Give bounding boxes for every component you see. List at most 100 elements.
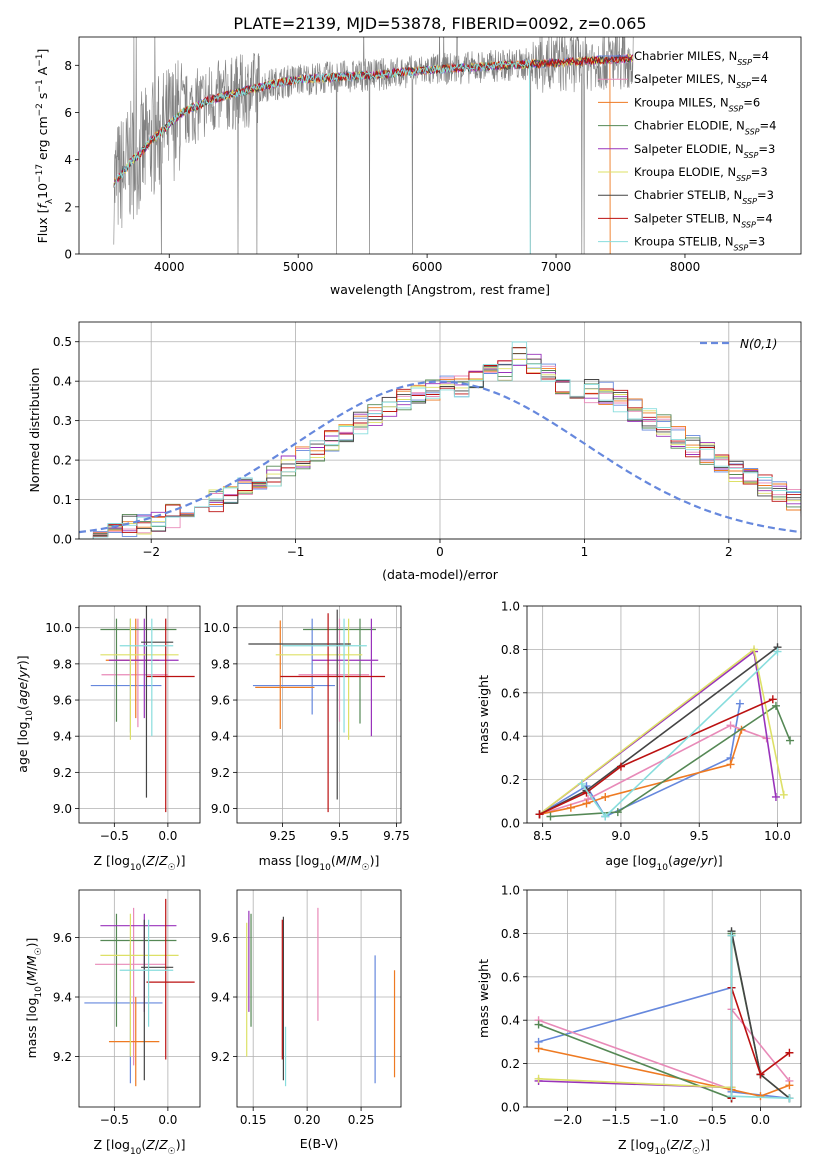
axes-frame (78, 36, 802, 255)
mass-weight-marker (785, 1094, 794, 1103)
spectrum-legend: Chabrier MILES, NSSP=4 Salpeter MILES, NS… (598, 49, 776, 252)
y-axis-label: Normed distribution (27, 368, 42, 493)
x-tick-label: 6000 (412, 260, 443, 274)
model-spectrum-line (113, 54, 633, 188)
x-axis-label: mass [log10(M/M☉)] (259, 853, 380, 873)
mass-weight-marker (756, 1092, 765, 1101)
y-tick-label: 0.4 (53, 375, 72, 389)
y-axis-label: mass [log10(M/M☉)] (24, 938, 44, 1059)
legend-label: N(0,1) (740, 337, 777, 351)
plot-area-z-vs-weight (534, 927, 794, 1103)
y-tick-label: 9.0 (211, 802, 230, 816)
mass-weight-marker (785, 1048, 794, 1057)
y-tick-label: 10.0 (45, 621, 72, 635)
mass-weight-marker (534, 1044, 543, 1053)
y-axis-label: age [log10(age/yr)] (15, 655, 35, 772)
axes-spectrum: 4000 5000 6000 7000 8000 0 2 4 6 8 Chabrier MILES,… (35, 36, 802, 297)
mass-weight-marker (768, 695, 777, 704)
y-tick-label: 0.6 (501, 970, 520, 984)
y-tick-label: 9.6 (53, 694, 72, 708)
mass-weight-line (539, 724, 767, 816)
x-tick-label: 0.25 (348, 1113, 375, 1127)
x-tick-label: 9.0 (611, 829, 630, 843)
x-tick-label: −0.5 (698, 1113, 727, 1127)
observed-spectrum-line (113, 37, 634, 254)
legend-label: Salpeter ELODIE, NSSP=3 (634, 142, 775, 160)
x-tick-label: 10.0 (764, 829, 791, 843)
x-tick-label: 8000 (670, 260, 701, 274)
axes-z-vs-age: −0.5 0.0 9.0 9.2 9.4 9.6 9.8 10.0 Z [log10(Z/Z☉)… (15, 605, 201, 873)
mass-weight-line (538, 1047, 790, 1098)
x-axis-label: Z [log10(Z/Z☉)] (618, 1137, 710, 1157)
mass-weight-marker (750, 645, 759, 654)
mass-weight-marker (534, 1074, 543, 1083)
y-tick-label: 0.2 (501, 1057, 520, 1071)
y-tick-label: 9.2 (211, 1050, 230, 1064)
mass-weight-marker (534, 1020, 543, 1029)
axes-mass-vs-age: 9.25 9.5 9.75 9.0 9.2 9.4 9.6 9.8 10.0 mass [log1… (203, 605, 410, 873)
x-tick-label: 2 (725, 545, 733, 559)
mass-weight-line (581, 651, 779, 818)
mass-weight-line (539, 729, 743, 816)
y-tick-label: 0.1 (53, 493, 72, 507)
mass-weight-marker (601, 792, 610, 801)
model-spectrum-line (113, 55, 611, 254)
x-tick-label: 7000 (541, 260, 572, 274)
y-tick-label: 0.4 (501, 1014, 520, 1028)
y-tick-label: 9.4 (211, 991, 230, 1005)
axes-frame (236, 605, 402, 824)
x-axis-label: E(B-V) (300, 1136, 339, 1151)
mass-weight-marker (582, 799, 591, 808)
plot-area-spectrum (113, 37, 634, 254)
y-tick-label: 2 (64, 200, 72, 214)
y-tick-label: 0.4 (501, 730, 520, 744)
mass-weight-marker (771, 792, 780, 801)
y-tick-label: 1.0 (501, 600, 520, 614)
y-tick-label: 9.2 (211, 766, 230, 780)
x-tick-label: −1 (287, 545, 305, 559)
axes-z-vs-mass: −0.5 0.0 9.2 9.4 9.6 Z [log10(Z/Z☉)] mass [log… (24, 889, 201, 1157)
x-axis-label: Z [log10(Z/Z☉)] (93, 853, 185, 873)
y-tick-label: 0.2 (53, 454, 72, 468)
mass-weight-marker (577, 779, 586, 788)
mass-weight-marker (546, 812, 555, 821)
y-tick-label: 6 (64, 106, 72, 120)
x-tick-label: −0.5 (100, 1113, 129, 1127)
x-tick-label: 0.0 (751, 1113, 770, 1127)
legend-label: Chabrier ELODIE, NSSP=4 (634, 119, 776, 137)
legend-label: Salpeter MILES, NSSP=4 (634, 72, 768, 90)
plot-area-residuals (79, 341, 801, 539)
axes-frame (78, 605, 201, 824)
y-tick-label: 9.6 (211, 694, 230, 708)
mass-weight-marker (535, 810, 544, 819)
x-tick-label: 8.5 (533, 829, 552, 843)
x-axis-label: Z [log10(Z/Z☉)] (93, 1137, 185, 1157)
x-tick-label: 1 (581, 545, 589, 559)
y-tick-label: 0.5 (53, 335, 72, 349)
plot-area-z-vs-age (90, 606, 195, 813)
y-tick-label: 9.6 (211, 931, 230, 945)
y-tick-label: 0.0 (501, 1101, 520, 1115)
y-tick-label: 0.8 (501, 643, 520, 657)
y-tick-label: 0.6 (501, 686, 520, 700)
mass-weight-marker (613, 808, 622, 817)
y-tick-label: 9.4 (211, 730, 230, 744)
x-tick-label: 0.20 (294, 1113, 321, 1127)
x-tick-label: 0 (436, 545, 444, 559)
y-tick-label: 9.0 (53, 802, 72, 816)
x-tick-label: 5000 (283, 260, 314, 274)
plot-area-age-vs-weight (535, 643, 795, 821)
y-tick-label: 1.0 (501, 884, 520, 898)
x-tick-label: −2 (142, 545, 160, 559)
x-tick-label: 0.0 (158, 1113, 177, 1127)
axes-frame (236, 889, 402, 1108)
y-tick-label: 4 (64, 153, 72, 167)
y-tick-label: 0.0 (501, 817, 520, 831)
y-tick-label: 10.0 (203, 621, 230, 635)
axes-z-vs-weight: −2.0 −1.5 −1.0 −0.5 0.0 0.0 0.2 0.4 0.6 0.8 1.0 Z [… (476, 884, 802, 1157)
mass-weight-marker (756, 1070, 765, 1079)
y-tick-label: 9.2 (53, 766, 72, 780)
legend-label: Salpeter STELIB, NSSP=4 (634, 211, 773, 229)
legend-label: Kroupa MILES, NSSP=6 (634, 95, 760, 113)
mass-weight-marker (771, 701, 780, 710)
